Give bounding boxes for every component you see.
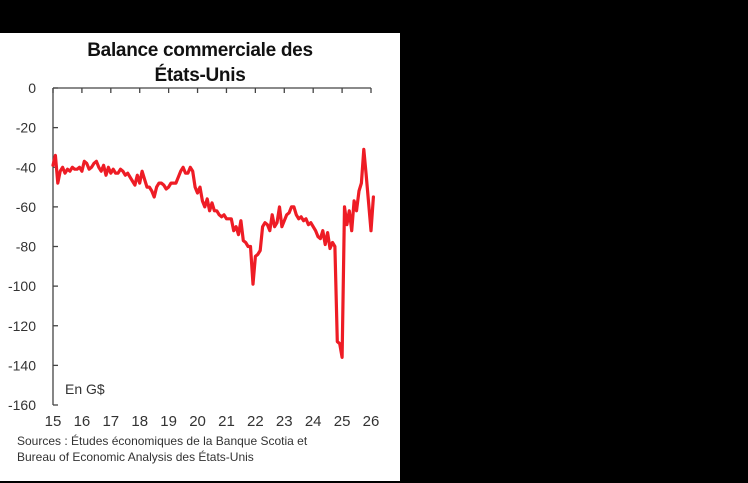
source-line-2: Bureau of Economic Analysis des États-Un… — [17, 450, 254, 464]
x-tick-label: 20 — [189, 413, 206, 430]
x-tick-label: 26 — [363, 413, 380, 430]
y-tick-label: -60 — [16, 199, 36, 215]
chart-title-line-1: Balance commerciale des — [87, 40, 313, 61]
x-tick-label: 24 — [305, 413, 322, 430]
unit-label: En G$ — [65, 381, 105, 397]
trade-balance-line — [51, 147, 375, 359]
x-tick-label: 18 — [131, 413, 148, 430]
x-tick-label: 25 — [334, 413, 351, 430]
y-tick-label: -40 — [16, 159, 36, 175]
y-tick-label: -140 — [8, 357, 36, 373]
x-tick-label: 23 — [276, 413, 293, 430]
y-tick-label: -80 — [16, 239, 36, 255]
x-tick-label: 16 — [74, 413, 91, 430]
x-tick-label: 17 — [102, 413, 119, 430]
source-line-1: Sources : Études économiques de la Banqu… — [17, 434, 308, 448]
chart-panel — [0, 33, 400, 481]
chart-title: Balance commerciale des États-Unis — [0, 38, 400, 88]
y-tick-label: -160 — [8, 397, 36, 413]
y-tick-label: -120 — [8, 318, 36, 334]
source-note: Sources : Études économiques de la Banqu… — [17, 433, 307, 465]
chart-title-line-2: États-Unis — [154, 65, 246, 86]
y-tick-label: 0 — [28, 80, 36, 96]
x-tick-label: 19 — [160, 413, 177, 430]
y-tick-label: -20 — [16, 120, 36, 136]
x-axis: 15 16 17 18 19 20 21 22 23 24 25 26 — [45, 87, 380, 430]
y-axis: 0 -20 -40 -60 -80 -100 -120 -140 -160 — [8, 80, 58, 413]
x-tick-label: 22 — [247, 413, 264, 430]
x-tick-label: 21 — [218, 413, 235, 430]
line-chart: 0 -20 -40 -60 -80 -100 -120 -140 -160 15 16 17 18 19… — [8, 80, 380, 430]
y-tick-label: -100 — [8, 278, 36, 294]
x-tick-label: 15 — [45, 413, 62, 430]
